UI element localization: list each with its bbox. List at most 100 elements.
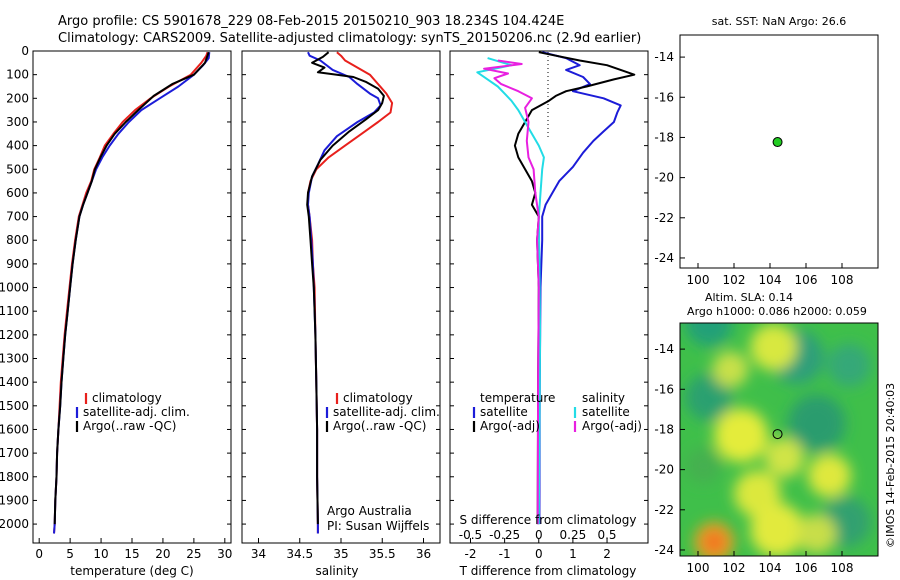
sst-ytick-label: -20 — [654, 171, 674, 185]
sla-argo-location-marker — [772, 429, 783, 440]
temperature-xtick-label: 0 — [35, 547, 43, 561]
difference-series-1-line — [513, 51, 636, 525]
salinity-legend-satellite: satellite-adj. clim. — [333, 405, 440, 419]
sla-heatmap-blob — [807, 454, 852, 498]
salinity-xtick-label: 34 — [251, 547, 266, 561]
salinity-xtick-label: 36 — [416, 547, 431, 561]
figure-title-line1: Argo profile: CS 5901678_229 08-Feb-2015… — [58, 14, 564, 29]
salinity-series-1-line — [307, 51, 382, 534]
temperature-ytick-label: 1400 — [0, 375, 29, 389]
credit-text: ©IMOS 14-Feb-2015 20:40:03 — [884, 383, 897, 548]
difference-panel: -2 -1 0 1 2 -0.5 -0.25 0 0.25 0.5 S difference f… — [449, 50, 649, 578]
sst-argo-location-point — [772, 137, 783, 148]
difference-axes-frame — [449, 50, 649, 544]
temperature-xtick-label: 5 — [66, 547, 74, 561]
temperature-ytick-label: 300 — [6, 115, 29, 129]
salinity-axes-frame — [241, 50, 441, 544]
temperature-ytick-label: 1700 — [0, 446, 29, 460]
salinity-legend-argo: Argo(..raw -QC) — [333, 419, 426, 433]
sla-heatmap-blob — [685, 447, 722, 484]
figure-title-line2: Climatology: CARS2009. Satellite-adjuste… — [58, 31, 641, 46]
difference-s-tick-label: -0.5 — [459, 528, 482, 542]
salinity-xtick-label: 35 — [333, 547, 348, 561]
temperature-xtick-label: 10 — [93, 547, 108, 561]
temperature-legend: climatology satellite-adj. clim. Argo(..… — [75, 391, 190, 433]
temperature-ytick-label: 1900 — [0, 493, 29, 507]
sla-heatmap-blob — [712, 351, 749, 388]
sla-ytick-label: -24 — [654, 543, 674, 557]
difference-series-2-line — [476, 57, 545, 525]
sla-xtick-label: 106 — [795, 561, 818, 575]
sla-heatmap-blob — [703, 531, 725, 553]
sla-ytick-label: -20 — [654, 463, 674, 477]
temperature-ytick-label: 1600 — [0, 422, 29, 436]
sst-ytick-label: -14 — [654, 50, 674, 64]
salinity-xlabel: salinity — [315, 564, 358, 578]
salinity-annotation-line2: PI: Susan Wijffels — [327, 519, 429, 533]
sla-ytick-label: -16 — [654, 382, 674, 396]
sla-heatmap-blob — [788, 394, 846, 453]
difference-legend-salinity-header: salinity — [582, 391, 625, 405]
temperature-ytick-label: 400 — [6, 139, 29, 153]
difference-s-tick-label: 0 — [535, 528, 543, 542]
sla-xtick-label: 100 — [687, 561, 710, 575]
salinity-xtick-label: 34.5 — [286, 547, 313, 561]
temperature-ytick-label: 500 — [6, 162, 29, 176]
temperature-xtick-label: 15 — [124, 547, 139, 561]
salinity-series-2-line — [306, 51, 385, 525]
sst-xtick-label: 100 — [687, 273, 710, 287]
sst-ytick-label: -22 — [654, 211, 674, 225]
temperature-ytick-label: 600 — [6, 186, 29, 200]
temperature-ytick-label: 1300 — [0, 352, 29, 366]
temperature-xtick-label: 30 — [217, 547, 232, 561]
temperature-ytick-label: 1800 — [0, 470, 29, 484]
temperature-panel: 0 5 10 15 20 25 30 0 100 200 300 400 500 600 700 800 90… — [0, 44, 232, 578]
sla-xtick-label: 104 — [759, 561, 782, 575]
sla-heatmap-blob — [685, 323, 733, 347]
temperature-series-2-line — [53, 51, 210, 525]
sla-map-panel: Altim. SLA: 0.14 Argo h1000: 0.086 h2000… — [654, 291, 879, 575]
salinity-legend: climatology satellite-adj. clim. Argo(..… — [325, 391, 440, 433]
sst-xtick-label: 106 — [795, 273, 818, 287]
temperature-series-1-line — [53, 52, 211, 534]
difference-legend-t-satellite: satellite — [480, 405, 528, 419]
difference-legend-temperature-header: temperature — [480, 391, 555, 405]
sst-xtick-label: 102 — [723, 273, 746, 287]
temperature-ytick-label: 1500 — [0, 399, 29, 413]
difference-t-xtick-label: 2 — [603, 547, 611, 561]
sla-heatmap-blob — [797, 514, 837, 554]
sst-ytick-label: -24 — [654, 251, 674, 265]
temperature-series-0-line — [53, 51, 209, 534]
sla-xtick-label: 108 — [831, 561, 854, 575]
salinity-series-0-line — [307, 51, 394, 534]
difference-t-xtick-label: 0 — [535, 547, 543, 561]
difference-series-3-line — [483, 59, 540, 525]
sla-xtick-label: 102 — [723, 561, 746, 575]
sst-location-panel: sat. SST: NaN Argo: 26.6 100 102 104 106 108… — [654, 15, 879, 287]
sla-heatmap-blob — [750, 502, 805, 556]
salinity-xtick-label: 35.5 — [369, 547, 396, 561]
temperature-xlabel: temperature (deg C) — [70, 564, 193, 578]
sla-heatmap-blob — [685, 373, 733, 421]
sla-heatmap-blob — [827, 343, 871, 387]
sla-ytick-label: -22 — [654, 503, 674, 517]
temperature-legend-satellite: satellite-adj. clim. — [83, 405, 190, 419]
salinity-legend-climatology: climatology — [343, 391, 413, 405]
sla-heatmap-blob — [750, 323, 797, 371]
difference-t-xtick-label: -2 — [464, 547, 476, 561]
temperature-xtick-label: 20 — [155, 547, 170, 561]
temperature-ytick-label: 700 — [6, 210, 29, 224]
difference-t-xtick-label: 1 — [569, 547, 577, 561]
sst-axes-frame — [679, 34, 879, 269]
sst-title: sat. SST: NaN Argo: 26.6 — [712, 15, 846, 28]
difference-xlabel: T difference from climatology — [459, 564, 637, 578]
sst-xtick-label: 108 — [831, 273, 854, 287]
temperature-ytick-label: 1200 — [0, 328, 29, 342]
temperature-ytick-label: 100 — [6, 68, 29, 82]
sla-heatmap-blob — [714, 408, 769, 463]
temperature-xtick-label: 25 — [186, 547, 201, 561]
temperature-ytick-label: 0 — [21, 44, 29, 58]
difference-legend: temperature salinity satellite Argo(-adj… — [472, 391, 642, 433]
temperature-ytick-label: 1100 — [0, 304, 29, 318]
